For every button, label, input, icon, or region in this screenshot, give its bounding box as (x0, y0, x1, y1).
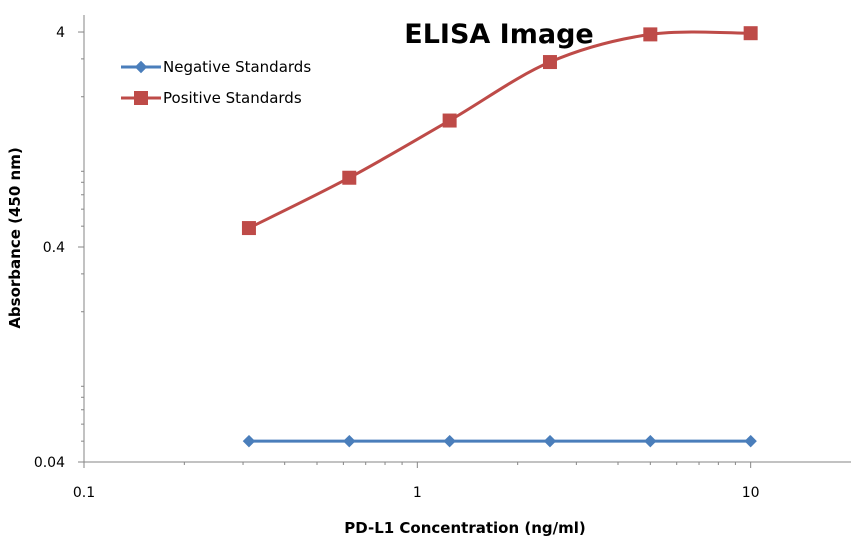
series-0 (242, 434, 757, 448)
data-point (342, 170, 357, 185)
x-tick-label: 0.1 (73, 485, 95, 501)
legend: Negative Standards Positive Standards (121, 58, 311, 107)
y-tick-label: 4 (56, 25, 65, 41)
legend-item: Positive Standards (121, 89, 302, 107)
chart-title: ELISA Image (404, 19, 593, 50)
data-point (744, 434, 757, 448)
data-point (442, 113, 457, 128)
series-layer (241, 26, 758, 448)
legend-item: Negative Standards (121, 58, 311, 76)
legend-label: Negative Standards (163, 58, 311, 76)
data-point (242, 434, 256, 448)
x-axis-title: PD-L1 Concentration (ng/ml) (344, 519, 586, 537)
y-axis-title: Absorbance (450 nm) (6, 147, 24, 328)
data-point (644, 434, 657, 448)
data-point (643, 27, 658, 42)
data-point (241, 221, 256, 236)
series-1 (241, 26, 758, 236)
y-tick-label: 0.04 (34, 455, 65, 471)
data-point (343, 434, 356, 448)
legend-label: Positive Standards (163, 89, 302, 107)
data-point (543, 434, 557, 448)
axes: 0.1 1 10 0.04 0.4 4 (34, 15, 851, 501)
data-point (743, 26, 758, 41)
x-tick-label: 10 (742, 485, 760, 501)
y-tick-label: 0.4 (43, 240, 65, 256)
x-tick-label: 1 (413, 485, 422, 501)
legend-marker (134, 60, 148, 74)
data-point (542, 55, 557, 70)
data-point (443, 434, 456, 448)
legend-marker (134, 91, 148, 105)
series-line (247, 30, 753, 230)
